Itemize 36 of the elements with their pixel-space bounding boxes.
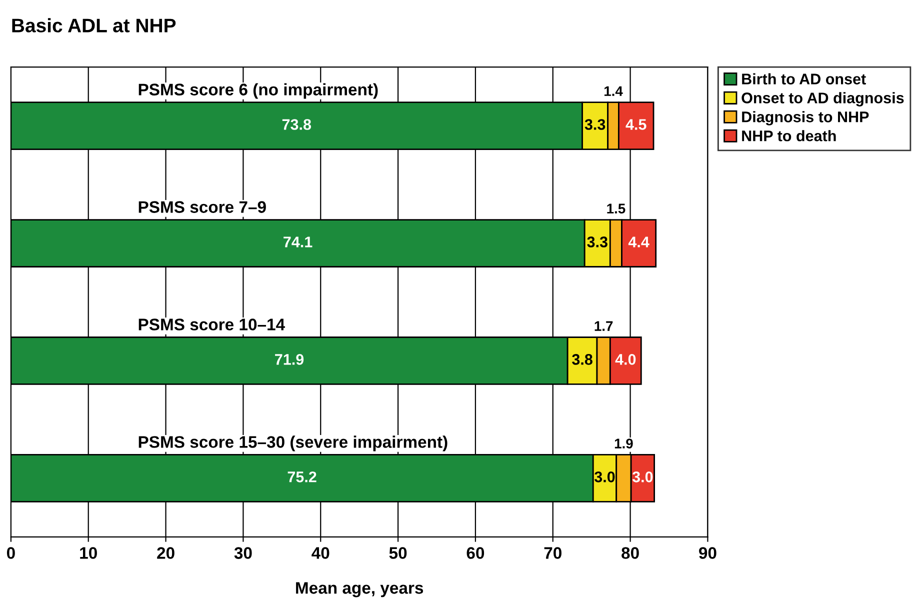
x-tick-label: 50 [389,547,407,559]
data-label: 4.0 [615,354,636,365]
y-tick-label: PSMS score 6 (no impairment) [138,83,378,99]
data-label: 4.5 [626,119,646,130]
legend-label: Onset to AD diagnosis [742,92,904,106]
chart-title: Basic ADL at NHP [12,18,176,32]
x-tick-label: 70 [544,547,562,559]
data-label: 3.0 [632,472,653,482]
x-tick-label: 10 [80,547,97,559]
x-tick-label: 40 [312,547,330,559]
x-tick-label: 0 [6,547,15,559]
data-label: 1.9 [614,438,633,448]
x-tick-label: 90 [699,547,716,559]
y-tick-label: PSMS score 10–14 [138,318,285,330]
y-tick-label: PSMS score 15–30 (severe impairment) [138,436,448,452]
data-label: 74.1 [284,236,312,248]
x-tick-label: 80 [622,547,639,559]
x-tick-label: 60 [466,547,484,559]
data-label: 75.2 [288,472,316,482]
legend-label: NHP to death [742,130,836,142]
data-label: 3.3 [587,236,608,248]
x-axis-title: Mean age, years [296,582,424,598]
data-label: 71.9 [275,354,304,365]
data-label: 3.8 [572,354,592,365]
y-tick-label: PSMS score 7–9 [138,201,266,213]
x-tick-label: 30 [234,547,252,559]
data-label: 73.8 [282,119,312,130]
data-label: 4.4 [628,236,650,248]
data-label: 1.7 [594,321,613,331]
data-label: 3.0 [594,472,615,482]
data-label: 1.4 [604,86,623,96]
legend-label: Birth to AD onset [742,73,866,84]
data-label: 3.3 [584,119,606,130]
data-label: 1.5 [607,204,626,214]
legend-label: Diagnosis to NHP [742,111,869,126]
x-tick-label: 20 [157,547,174,559]
